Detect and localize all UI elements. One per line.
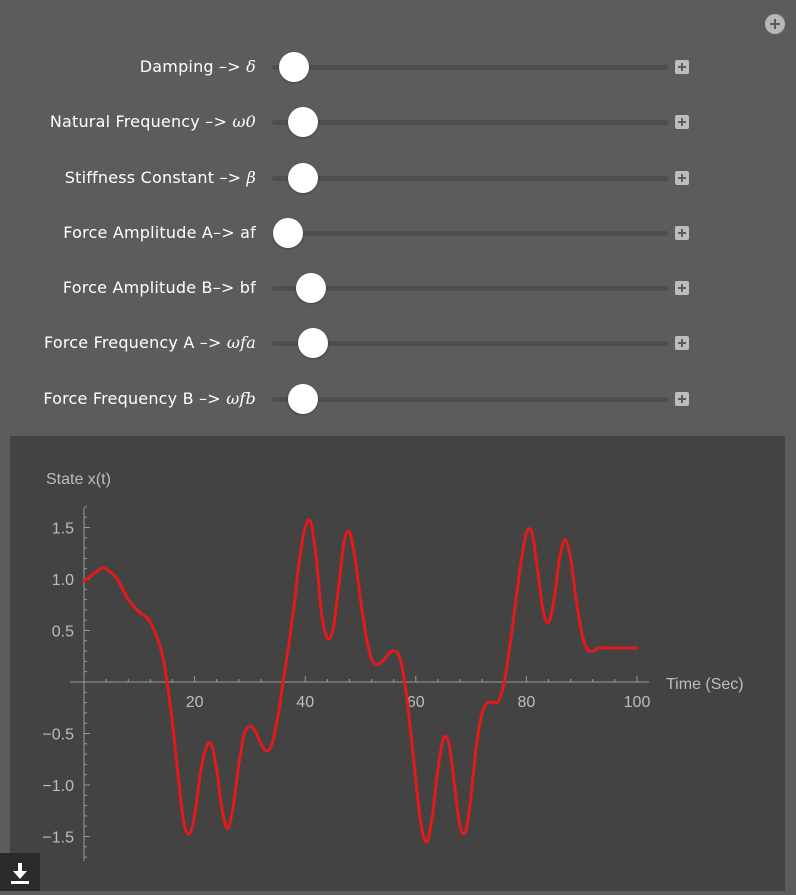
slider-label: Force Amplitude A–> af (63, 222, 256, 242)
slider-label: Force Frequency B –> ωfb (43, 388, 256, 408)
slider-label: Natural Frequency –> ω0 (49, 112, 256, 132)
natural-frequency-slider-thumb[interactable] (287, 107, 318, 138)
state-plot: State x(t) 20 40 60 80 100 −1.5 −1.0 −0.5 0.5 1.0… (42, 471, 744, 861)
slider-label: Damping –> δ (139, 57, 256, 76)
y-tick-label: −0.5 (42, 727, 74, 744)
download-icon (11, 863, 29, 884)
x-axis-label: Time (Sec) (666, 676, 744, 693)
add-controls-plus-icon[interactable] (765, 14, 785, 34)
y-axis-label: State x(t) (46, 471, 111, 488)
force-frequency-b-slider-track[interactable] (272, 396, 668, 402)
x-tick-label: 100 (624, 694, 651, 711)
y-tick-label: 1.0 (52, 572, 74, 589)
force-frequency-a-slider-track[interactable] (272, 341, 668, 347)
expand-plus-icon[interactable] (675, 60, 689, 74)
download-button[interactable] (0, 853, 40, 891)
plot-panel: State x(t) 20 40 60 80 100 −1.5 −1.0 −0.5 0.5 1.0… (10, 436, 785, 891)
force-frequency-a-slider-thumb[interactable] (297, 328, 328, 359)
x-tick-label: 20 (186, 694, 204, 711)
stiffness-constant-slider-track[interactable] (272, 175, 668, 181)
plot-axes (70, 506, 649, 861)
tick-labels: 20 40 60 80 100 −1.5 −1.0 −0.5 0.5 1.0 1.5 (42, 521, 650, 847)
slider-row-natural-frequency: Natural Frequency –> ω0 (0, 99, 796, 154)
slider-label: Force Amplitude B–> bf (62, 278, 256, 298)
slider-label: Stiffness Constant –> β (64, 167, 256, 187)
force-amplitude-a-slider-thumb[interactable] (272, 217, 303, 248)
damping-slider-track[interactable] (272, 65, 668, 70)
slider-row-damping: Damping –> δ (0, 44, 796, 99)
expand-plus-icon[interactable] (675, 170, 689, 185)
sliders-panel: Damping –> δ Natural Frequency –> ω0 Sti… (0, 44, 796, 431)
y-tick-label: 0.5 (52, 624, 74, 641)
stiffness-constant-slider-thumb[interactable] (287, 162, 318, 193)
expand-plus-icon[interactable] (675, 391, 689, 406)
state-curve (82, 518, 639, 844)
slider-label: Force Frequency A –> ωfa (44, 333, 256, 353)
y-tick-label: 1.5 (52, 521, 74, 538)
x-tick-label: 60 (407, 694, 425, 711)
slider-row-force-frequency-a: Force Frequency A –> ωfa (0, 320, 796, 375)
x-tick-label: 80 (518, 694, 536, 711)
slider-row-force-amplitude-a: Force Amplitude A–> af (0, 210, 796, 265)
natural-frequency-slider-track[interactable] (272, 120, 668, 126)
y-tick-label: −1.0 (42, 778, 74, 795)
expand-plus-icon[interactable] (675, 336, 689, 351)
slider-row-force-amplitude-b: Force Amplitude B–> bf (0, 265, 796, 320)
expand-plus-icon[interactable] (675, 115, 689, 130)
expand-plus-icon[interactable] (675, 281, 689, 296)
force-amplitude-b-slider-thumb[interactable] (295, 273, 326, 304)
x-tick-label: 40 (296, 694, 314, 711)
damping-slider-thumb[interactable] (278, 52, 309, 82)
force-amplitude-b-slider-track[interactable] (272, 286, 668, 292)
slider-row-stiffness-constant: Stiffness Constant –> β (0, 155, 796, 210)
force-frequency-b-slider-thumb[interactable] (287, 383, 318, 414)
y-tick-label: −1.5 (42, 830, 74, 847)
expand-plus-icon[interactable] (675, 225, 689, 240)
force-amplitude-a-slider-track[interactable] (272, 230, 668, 236)
slider-row-force-frequency-b: Force Frequency B –> ωfb (0, 376, 796, 431)
